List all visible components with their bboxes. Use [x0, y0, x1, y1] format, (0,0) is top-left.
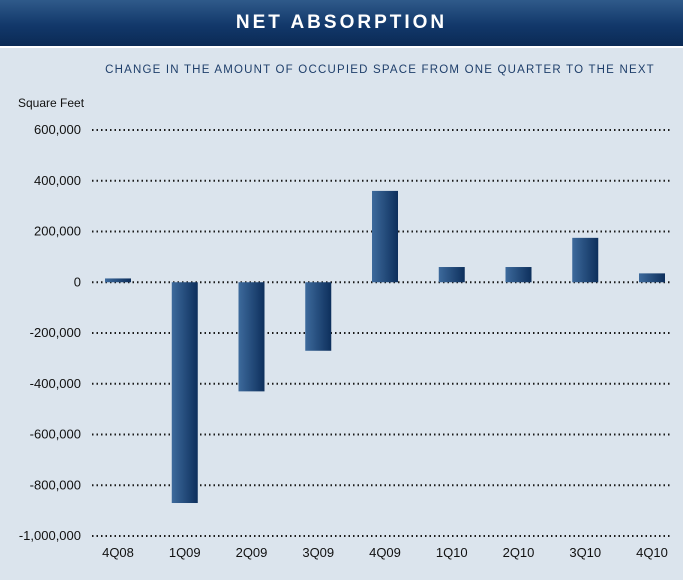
- y-tick-label: -600,000: [30, 427, 81, 442]
- bar: [639, 273, 665, 283]
- y-tick-label: -400,000: [30, 376, 81, 391]
- y-tick-label: -1,000,000: [19, 528, 81, 543]
- y-tick-label: 600,000: [34, 122, 81, 137]
- x-tick-label: 2Q10: [503, 545, 535, 560]
- x-tick-label: 3Q10: [569, 545, 601, 560]
- chart-title: NET ABSORPTION: [235, 12, 448, 33]
- bar: [438, 267, 465, 283]
- y-tick-label: -800,000: [30, 477, 81, 492]
- x-tick-label: 2Q09: [236, 545, 268, 560]
- bar: [305, 282, 332, 351]
- y-tick-label: 400,000: [34, 173, 81, 188]
- bar: [572, 237, 599, 283]
- bar: [171, 282, 198, 504]
- x-tick-label: 1Q10: [436, 545, 468, 560]
- chart-subtitle: CHANGE IN THE AMOUNT OF OCCUPIED SPACE F…: [105, 64, 655, 76]
- x-tick-label: 4Q10: [636, 545, 668, 560]
- x-tick-label: 1Q09: [169, 545, 201, 560]
- bar: [238, 282, 265, 392]
- y-tick-label: 200,000: [34, 224, 81, 239]
- bar: [105, 278, 131, 283]
- y-tick-label: 0: [74, 274, 81, 289]
- y-tick-label: -200,000: [30, 325, 81, 340]
- x-tick-label: 3Q09: [302, 545, 334, 560]
- bar: [372, 190, 398, 283]
- bar: [505, 267, 532, 283]
- y-axis-label: Square Feet: [18, 96, 85, 110]
- x-tick-label: 4Q09: [369, 545, 401, 560]
- x-tick-label: 4Q08: [102, 545, 134, 560]
- chart-header: NET ABSORPTION: [0, 0, 683, 48]
